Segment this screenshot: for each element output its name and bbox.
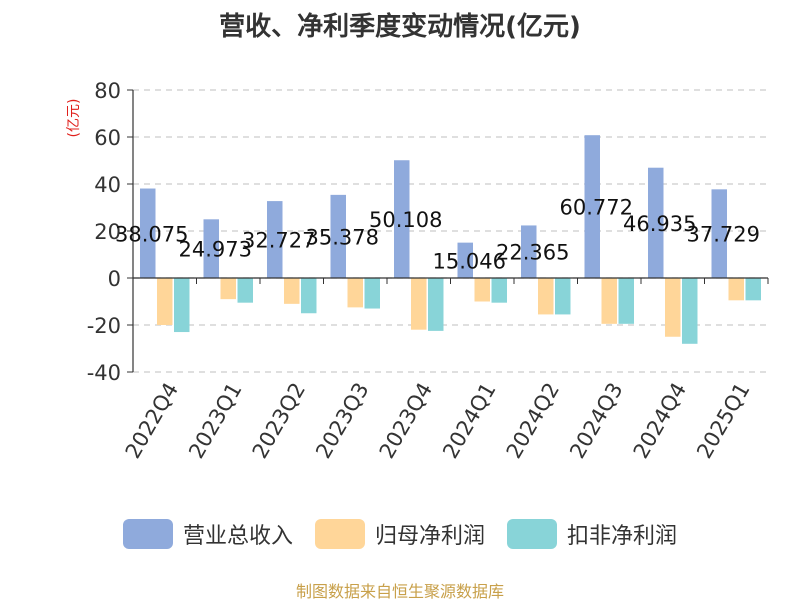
data-label: 37.729 bbox=[687, 223, 760, 247]
data-label: 38.075 bbox=[115, 222, 188, 246]
bar-1 bbox=[457, 242, 473, 278]
x-tick-label: 2022Q4 bbox=[121, 379, 183, 463]
bar-3 bbox=[174, 278, 190, 333]
bar-3 bbox=[491, 278, 507, 303]
y-tick-label: -20 bbox=[87, 314, 121, 338]
bar-2 bbox=[347, 278, 363, 308]
legend-label: 归母净利润 bbox=[374, 524, 485, 549]
bar-3 bbox=[301, 278, 317, 314]
data-label: 35.378 bbox=[306, 225, 379, 249]
bar-3 bbox=[682, 278, 698, 344]
bar-2 bbox=[728, 278, 744, 301]
data-label: 22.365 bbox=[496, 241, 569, 265]
bar-2 bbox=[665, 278, 681, 337]
x-tick-label: 2024Q1 bbox=[438, 379, 500, 463]
legend-swatch bbox=[314, 519, 365, 549]
y-tick-label: 60 bbox=[94, 126, 121, 150]
bar-1 bbox=[394, 160, 410, 278]
y-tick-label: 0 bbox=[108, 267, 121, 291]
legend-item[interactable]: 营业总收入 bbox=[122, 518, 293, 550]
legend-label: 营业总收入 bbox=[182, 524, 293, 549]
data-label: 60.772 bbox=[560, 196, 633, 220]
data-label: 15.046 bbox=[433, 249, 506, 273]
y-tick-label: 40 bbox=[94, 173, 121, 197]
legend-item[interactable]: 扣非净利润 bbox=[507, 518, 677, 550]
data-label: 24.973 bbox=[179, 238, 252, 262]
x-tick-label: 2023Q2 bbox=[248, 379, 310, 463]
data-label: 46.935 bbox=[623, 212, 696, 236]
x-tick-label: 2024Q2 bbox=[502, 379, 564, 463]
legend: 营业总收入 归母净利润 扣非净利润 bbox=[0, 518, 800, 550]
bar-3 bbox=[555, 278, 571, 315]
bar-2 bbox=[474, 278, 490, 302]
x-tick-label: 2024Q3 bbox=[565, 379, 627, 463]
x-tick-label: 2024Q4 bbox=[629, 379, 691, 463]
y-tick-label: 20 bbox=[94, 220, 121, 244]
bar-2 bbox=[157, 278, 173, 325]
legend-item[interactable]: 归母净利润 bbox=[314, 518, 485, 550]
bar-3 bbox=[237, 278, 253, 303]
bar-2 bbox=[284, 278, 300, 304]
source-note: 制图数据来自恒生聚源数据库 bbox=[295, 582, 504, 601]
bar-3 bbox=[618, 278, 634, 324]
bar-1 bbox=[521, 225, 537, 278]
x-tick-label: 2023Q3 bbox=[311, 379, 373, 463]
y-axis-label: (亿元) bbox=[66, 99, 82, 138]
bar-1 bbox=[203, 219, 219, 278]
bar-3 bbox=[364, 278, 380, 309]
bar-3 bbox=[428, 278, 444, 331]
chart-title: 营收、净利季度变动情况(亿元) bbox=[219, 12, 581, 42]
data-label: 50.108 bbox=[369, 208, 442, 232]
bar-1 bbox=[584, 135, 600, 278]
legend-label: 扣非净利润 bbox=[567, 524, 678, 549]
bar-1 bbox=[648, 167, 664, 278]
x-tick-label: 2025Q1 bbox=[692, 379, 754, 463]
data-label: 32.727 bbox=[242, 229, 315, 253]
y-tick-label: -40 bbox=[87, 361, 121, 385]
bar-2 bbox=[411, 278, 427, 330]
bar-2 bbox=[538, 278, 554, 315]
bar-1 bbox=[330, 194, 346, 278]
x-tick-label: 2023Q4 bbox=[375, 379, 437, 463]
legend-swatch bbox=[507, 519, 557, 549]
legend-swatch bbox=[122, 519, 173, 549]
bar-1 bbox=[711, 189, 727, 278]
bar-2 bbox=[601, 278, 617, 324]
bar-3 bbox=[745, 278, 761, 301]
bar-2 bbox=[220, 278, 236, 300]
bar-1 bbox=[267, 201, 283, 278]
bar-1 bbox=[140, 188, 156, 278]
y-tick-label: 80 bbox=[94, 79, 121, 103]
x-tick-label: 2023Q1 bbox=[184, 379, 246, 463]
